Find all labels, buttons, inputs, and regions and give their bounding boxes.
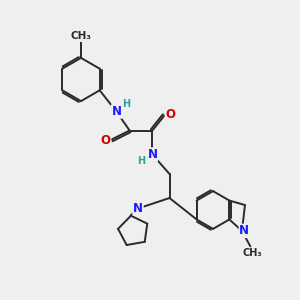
Text: N: N <box>147 148 158 161</box>
Text: CH₃: CH₃ <box>70 31 92 41</box>
Text: H: H <box>137 156 145 166</box>
Text: N: N <box>133 202 143 215</box>
Text: H: H <box>122 99 130 109</box>
Text: O: O <box>165 107 176 121</box>
Text: N: N <box>239 224 249 237</box>
Text: N: N <box>111 105 122 118</box>
Text: CH₃: CH₃ <box>242 248 262 258</box>
Text: O: O <box>100 134 111 148</box>
